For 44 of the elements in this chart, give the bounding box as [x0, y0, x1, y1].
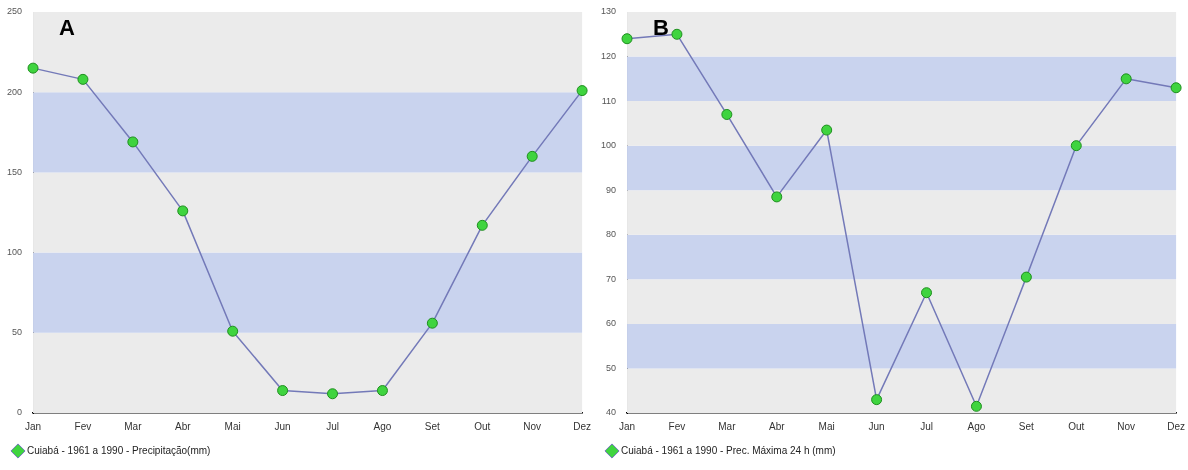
y-tick-label: 100	[6, 247, 23, 258]
x-tick-label: Ago	[373, 420, 392, 432]
y-tick-label: 0	[17, 407, 23, 418]
legend-label: Cuiabá - 1961 a 1990 - Precipitação(mm)	[27, 444, 211, 456]
x-tick-label: Ago	[967, 420, 986, 432]
x-tick-label: Nov	[523, 420, 542, 432]
x-tick-label: Dez	[1167, 420, 1186, 432]
x-tick-label: Abr	[768, 420, 786, 432]
y-tick-label: 200	[6, 86, 23, 97]
y-tick-label: 130	[600, 6, 617, 17]
x-tick-label: Jun	[868, 420, 885, 432]
y-tick-label: 40	[606, 407, 617, 418]
x-tick-label: Jul	[326, 420, 339, 432]
x-tick-label: Fev	[668, 420, 686, 432]
y-tick-label: 100	[600, 140, 617, 151]
x-tick-label: Out	[474, 420, 491, 432]
x-tick-label: Mar	[718, 420, 737, 432]
y-tick-label: 50	[12, 327, 23, 338]
x-tick-label: Jun	[274, 420, 291, 432]
x-tick-label: Nov	[1117, 420, 1136, 432]
y-tick-label: 80	[606, 229, 617, 240]
y-tick-label: 60	[606, 318, 617, 329]
y-tick-label: 150	[6, 166, 23, 177]
x-tick-label: Mai	[818, 420, 835, 432]
x-tick-label: Jul	[920, 420, 933, 432]
x-tick-label: Jan	[24, 420, 42, 432]
y-tick-label: 110	[601, 95, 617, 106]
annotation: A	[59, 15, 76, 41]
x-tick-label: Jan	[618, 420, 636, 432]
legend-label: Cuiabá - 1961 a 1990 - Prec. Máxima 24 h (mm)	[621, 444, 836, 456]
x-tick-label: Mai	[224, 420, 241, 432]
x-tick-label: Out	[1068, 420, 1085, 432]
y-tick-label: 90	[606, 184, 617, 195]
y-tick-label: 50	[606, 362, 617, 373]
annotation: B	[653, 15, 669, 41]
y-tick-label: 120	[600, 51, 617, 62]
x-tick-label: Abr	[174, 420, 192, 432]
x-tick-label: Fev	[74, 420, 92, 432]
x-tick-label: Set	[1018, 420, 1035, 432]
y-tick-label: 70	[606, 273, 617, 284]
y-tick-label: 250	[6, 6, 23, 17]
x-tick-label: Mar	[124, 420, 143, 432]
x-tick-label: Dez	[573, 420, 592, 432]
x-tick-label: Set	[424, 420, 441, 432]
